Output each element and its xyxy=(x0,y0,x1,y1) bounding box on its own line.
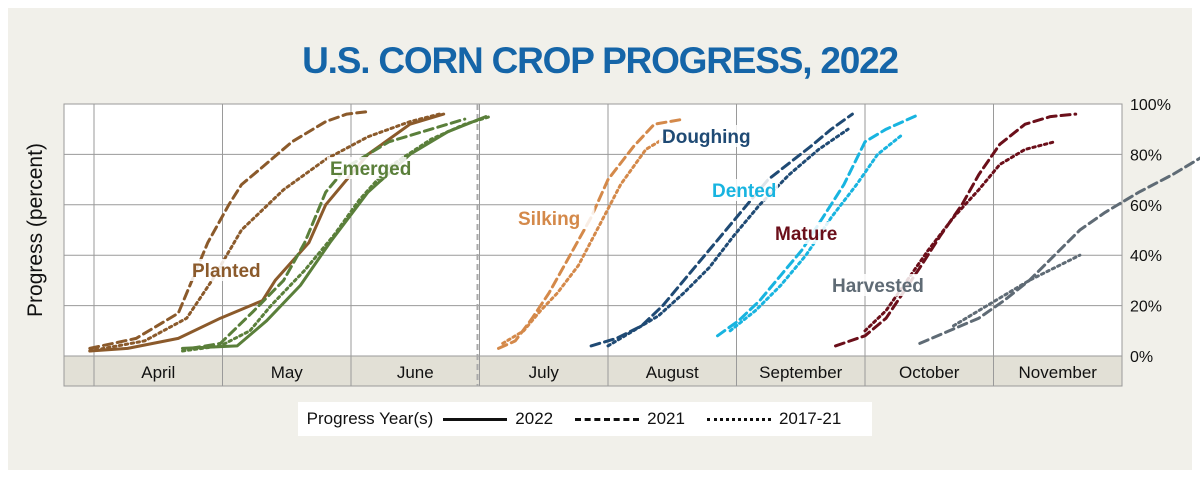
stage-label-dented: Dented xyxy=(712,181,776,202)
stage-label-mature: Mature xyxy=(775,224,837,245)
series-emerged-2022 xyxy=(181,115,488,350)
y-tick-label: 0% xyxy=(1130,349,1153,366)
stage-label-harvested: Harvested xyxy=(832,276,924,297)
month-label: April xyxy=(141,363,175,382)
legend-item-2017-21: 2017-21 xyxy=(706,409,842,429)
month-label: May xyxy=(271,363,304,382)
stage-label-bg xyxy=(772,222,841,244)
series-planted-2022 xyxy=(88,112,446,353)
y-tick-label: 80% xyxy=(1130,147,1162,164)
series-emerged-2021 xyxy=(189,117,467,350)
y-tick-label: 100% xyxy=(1130,97,1171,114)
legend: Progress Year(s) 2022 2021 2017-21 xyxy=(298,402,872,436)
month-label: June xyxy=(397,363,434,382)
stage-label-bg xyxy=(829,274,930,296)
stage-label-bg xyxy=(327,157,407,179)
legend-label-2021: 2021 xyxy=(647,409,685,428)
series-harvested-2021 xyxy=(918,156,1200,345)
stage-label-doughing: Doughing xyxy=(662,127,751,148)
month-label: July xyxy=(529,363,560,382)
legend-label-2022: 2022 xyxy=(515,409,554,428)
legend-label-2017-21: 2017-21 xyxy=(778,409,842,428)
series-planted-2021 xyxy=(88,110,370,350)
y-tick-label: 40% xyxy=(1130,248,1162,265)
series-planted-2017-21 xyxy=(88,112,441,353)
month-label: November xyxy=(1019,363,1098,382)
month-band xyxy=(63,355,1123,387)
stage-label-bg xyxy=(659,125,749,147)
series-dented-2017-21 xyxy=(728,132,905,333)
month-label: September xyxy=(759,363,842,382)
stage-label-bg xyxy=(515,207,595,229)
series-mature-2017-21 xyxy=(863,140,1057,333)
series-emerged-2017-21 xyxy=(181,115,492,353)
stage-label-bg xyxy=(709,179,778,201)
legend-swatch-dashed xyxy=(575,417,640,421)
series-doughing-2017-21 xyxy=(606,127,850,348)
legend-swatch-solid xyxy=(443,417,508,421)
y-axis-label: Progress (percent) xyxy=(24,143,47,317)
stage-label-emerged: Emerged xyxy=(330,159,411,180)
chart-title: U.S. CORN CROP PROGRESS, 2022 xyxy=(302,40,899,81)
legend-item-2021: 2021 xyxy=(575,409,685,429)
legend-swatch-dotted xyxy=(706,417,771,421)
y-tick-label: 60% xyxy=(1130,198,1162,215)
stage-label-silking: Silking xyxy=(518,209,580,230)
series-silking-2017-21 xyxy=(501,132,673,345)
month-label: October xyxy=(899,363,960,382)
legend-title: Progress Year(s) xyxy=(306,409,434,428)
stage-label-planted: Planted xyxy=(192,261,261,282)
legend-item-2022: 2022 xyxy=(443,409,553,429)
y-tick-label: 20% xyxy=(1130,299,1162,316)
stage-label-bg xyxy=(189,259,269,281)
series-harvested-2017-21 xyxy=(952,253,1082,328)
month-label: August xyxy=(646,363,699,382)
